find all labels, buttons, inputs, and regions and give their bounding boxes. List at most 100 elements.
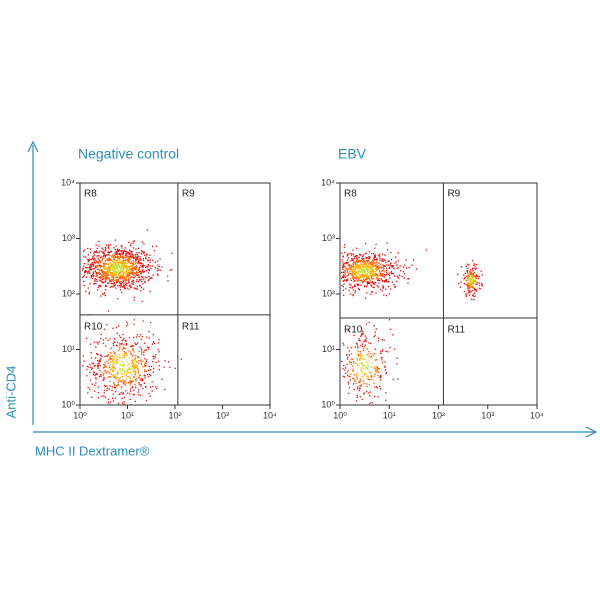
event-dot [361,269,363,271]
event-dot [119,276,121,278]
event-dot [116,252,118,254]
x-tick-label: 10² [168,410,181,420]
event-dot [135,273,137,276]
event-dot [373,382,375,384]
event-dot [122,357,124,359]
event-dot [355,400,357,402]
event-dot [406,267,408,269]
event-dot [474,276,476,278]
event-dot [132,380,134,382]
event-dot [361,265,363,267]
event-dot [129,256,132,258]
event-dot [344,244,346,246]
event-dot [368,265,370,267]
event-dot [96,373,98,375]
event-dot [375,265,377,267]
event-dot [132,254,134,256]
event-dot [130,255,132,257]
event-dot [466,275,468,277]
event-dot [104,272,107,274]
event-dot [99,354,101,357]
event-dot [145,254,148,256]
event-dot [363,275,365,277]
event-dot [128,262,131,264]
event-dot [363,276,365,278]
event-dot [470,279,473,281]
event-dot [350,293,352,295]
event-dot [472,275,474,277]
event-dot [125,344,128,346]
event-dot [144,365,146,367]
event-dot [96,273,98,275]
event-dot [87,386,89,389]
event-dot [365,260,367,262]
event-dot [135,378,137,380]
event-dot [373,258,376,261]
event-dot [473,264,475,266]
event-dot [347,274,349,276]
event-dot [342,268,344,270]
event-dot [144,377,146,379]
event-dot [146,336,148,338]
event-dot [114,274,116,276]
event-dot [82,269,84,271]
event-dot [361,375,363,377]
event-dot [129,252,131,255]
event-dot [94,251,96,253]
event-dot [137,259,140,261]
event-dot [353,257,355,260]
event-dot [347,381,349,383]
event-dot [99,260,101,262]
event-dot [89,265,91,267]
event-dot [97,272,100,274]
event-dot [103,268,105,270]
event-dot [116,268,119,270]
event-dot [83,274,85,276]
event-dot [154,261,156,263]
event-dot [105,284,107,287]
event-dot [132,348,134,350]
event-dot [124,250,126,252]
event-dot [355,271,357,274]
event-dot [152,259,154,262]
event-dot [130,286,132,289]
event-dot [366,385,368,387]
event-dot [374,255,376,257]
event-dot [371,274,373,276]
event-dot [349,271,351,273]
event-dot [97,367,99,369]
event-dot [106,387,108,389]
event-dot [138,374,141,376]
event-dot [94,364,97,367]
event-dot [122,266,124,268]
event-dot [117,383,119,385]
event-dot [93,274,95,277]
event-dot [140,252,143,254]
event-dot [115,271,117,273]
event-dot [348,264,350,266]
event-dot [95,262,97,264]
event-dot [376,366,379,369]
event-dot [468,284,470,286]
event-dot [105,264,107,266]
event-dot [126,287,128,289]
event-dot [98,375,101,378]
event-dot [90,352,92,354]
event-dot [371,268,373,271]
event-dot [347,264,349,266]
event-dot [132,271,135,273]
event-dot [142,269,144,271]
event-dot [481,284,483,286]
event-dot [366,375,368,378]
event-dot [402,266,405,268]
event-dot [342,261,344,263]
event-dot [121,379,123,382]
event-dot [129,268,131,271]
event-dot [112,361,114,363]
event-dot [134,262,137,265]
event-dot [464,276,466,278]
event-dot [109,257,111,259]
event-dot [363,348,365,350]
event-dot [425,249,428,251]
event-dot [367,261,369,263]
